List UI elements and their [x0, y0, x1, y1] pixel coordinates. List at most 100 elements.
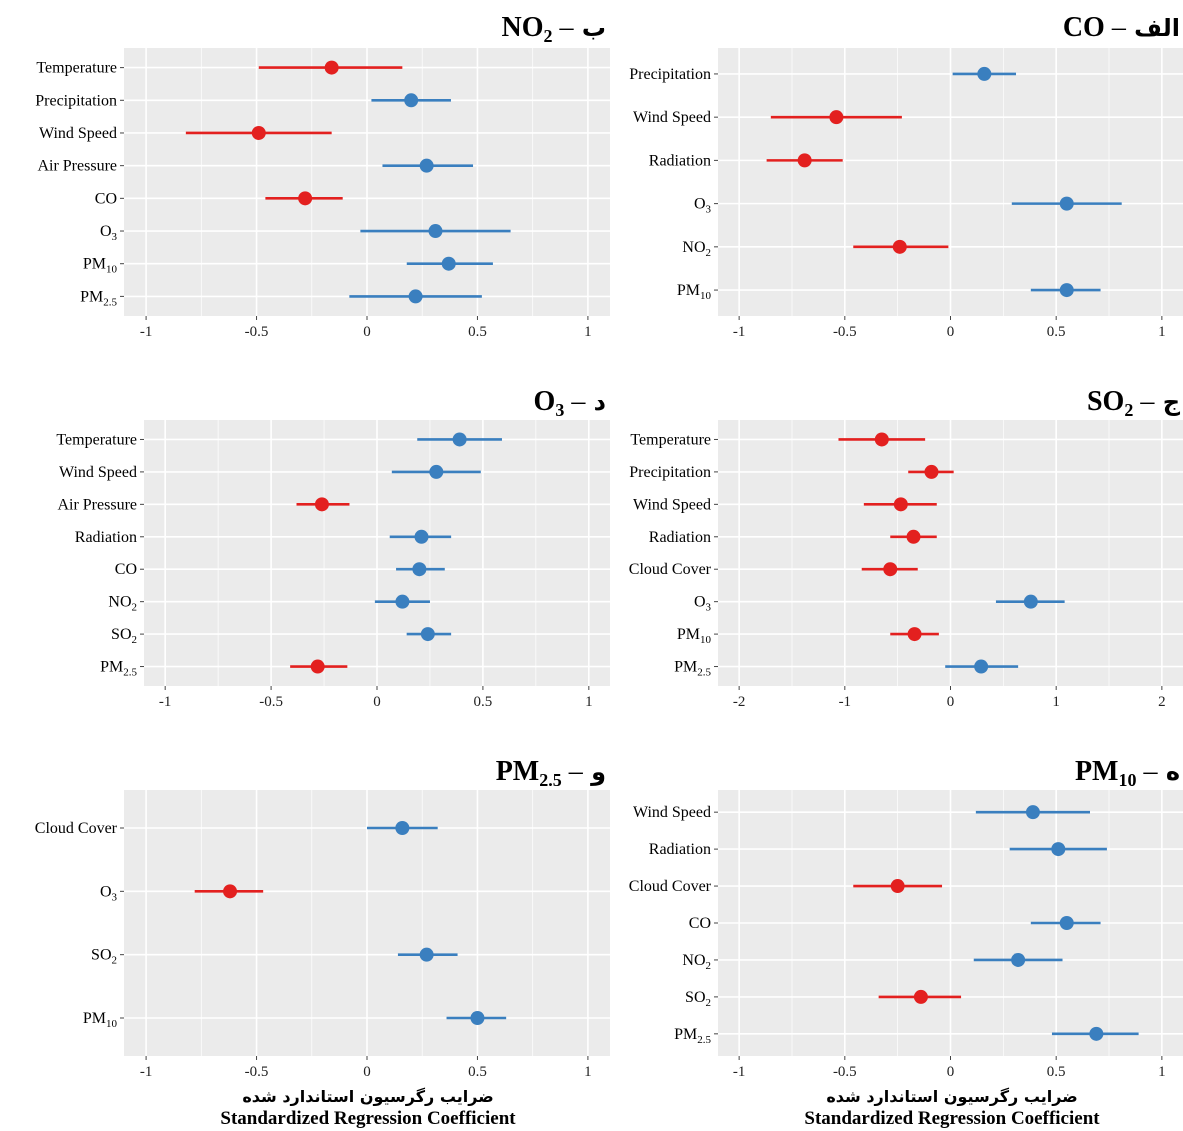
- x-tick-label: -1: [159, 694, 172, 710]
- panel-dal: -1 -0.5 0 0.5 1 Temperature Wind Speed Air Pres…: [56, 386, 610, 710]
- coefficient-point: [1059, 196, 1074, 211]
- coefficient-point: [913, 989, 928, 1004]
- x-tick-label: -0.5: [833, 1064, 857, 1080]
- y-tick-label: Wind Speed: [633, 109, 711, 126]
- coefficient-point: [874, 432, 889, 447]
- coefficient-point: [890, 879, 905, 894]
- x-tick-label: -1: [140, 1064, 153, 1080]
- panel-title: CO – الف: [1063, 12, 1180, 43]
- coefficient-point: [883, 562, 898, 577]
- y-tick-label: Wind Speed: [633, 496, 711, 513]
- x-tick-label: -1: [733, 1064, 746, 1080]
- coefficient-point: [906, 529, 921, 544]
- x-tick-label: 0: [363, 324, 371, 340]
- y-tick-label: Wind Speed: [39, 125, 117, 142]
- coefficient-point: [414, 529, 429, 544]
- coefficient-point: [419, 158, 434, 173]
- coefficient-point: [298, 191, 313, 206]
- x-tick-label: 0: [947, 694, 955, 710]
- coefficient-point: [395, 821, 410, 835]
- panel-title: O3 – د: [534, 386, 606, 420]
- coefficient-point: [452, 432, 467, 447]
- y-tick-label: SO2: [91, 947, 117, 967]
- y-tick-label: Air Pressure: [57, 496, 137, 513]
- coefficient-point: [324, 60, 339, 75]
- x-tick-label: 1: [584, 1064, 592, 1080]
- y-tick-label: Air Pressure: [37, 158, 117, 175]
- x-tick-label: -0.5: [833, 324, 857, 340]
- y-tick-label: PM10: [677, 626, 712, 646]
- y-tick-label: O3: [694, 594, 712, 614]
- coefficient-point: [907, 627, 922, 642]
- x-tick-label: 0: [373, 694, 381, 710]
- x-axis-label-persian-right: ضرایب رگرسیون استاندارد شده: [826, 1087, 1077, 1106]
- panel-he: -1 -0.5 0 0.5 1 Wind Speed Radiation Cloud Cove…: [629, 756, 1183, 1080]
- y-tick-label: Temperature: [36, 60, 117, 77]
- y-tick-label: PM2.5: [80, 288, 117, 308]
- y-tick-label: SO2: [685, 989, 711, 1009]
- y-tick-label: Temperature: [56, 431, 137, 448]
- coefficient-point: [404, 93, 419, 108]
- x-axis-label-english-left: Standardized Regression Coefficient: [220, 1108, 516, 1129]
- x-tick-label: -1: [733, 324, 746, 340]
- x-tick-label: 1: [1158, 1064, 1166, 1080]
- coefficient-point: [429, 464, 444, 479]
- coefficient-point: [1059, 283, 1074, 298]
- x-tick-label: 0.5: [1047, 1064, 1066, 1080]
- y-tick-label: NO2: [682, 952, 711, 972]
- y-tick-label: PM10: [677, 282, 712, 302]
- y-tick-label: PM10: [83, 1010, 118, 1030]
- y-tick-label: CO: [115, 561, 137, 578]
- y-tick-label: O3: [100, 883, 118, 903]
- y-tick-label: Cloud Cover: [629, 561, 712, 578]
- y-tick-label: CO: [689, 915, 711, 932]
- coefficient-point: [1051, 842, 1066, 857]
- coefficient-point: [420, 627, 435, 642]
- coefficient-point: [1011, 952, 1026, 967]
- coefficient-point: [310, 659, 325, 674]
- x-tick-label: -0.5: [259, 694, 283, 710]
- x-axis-label-persian-left: ضرایب رگرسیون استاندارد شده: [242, 1087, 493, 1106]
- coefficient-point: [892, 239, 907, 254]
- coefficient-point: [314, 497, 329, 512]
- x-axis-label-english-right: Standardized Regression Coefficient: [804, 1108, 1100, 1129]
- x-tick-label: -1: [839, 694, 852, 710]
- y-tick-label: Wind Speed: [633, 804, 711, 821]
- x-tick-label: 1: [584, 324, 592, 340]
- coefficient-point: [1023, 594, 1038, 609]
- y-tick-label: O3: [694, 196, 712, 216]
- coefficient-point: [251, 125, 266, 140]
- x-tick-label: 0.5: [468, 324, 487, 340]
- x-tick-label: 2: [1158, 694, 1166, 710]
- coefficient-point: [977, 66, 992, 81]
- x-tick-label: -0.5: [245, 1064, 269, 1080]
- panel-vav: -1 -0.5 0 0.5 1 Cloud Cover O3 SO2 PM10 PM2.5 – و: [35, 756, 610, 1080]
- y-tick-label: Radiation: [649, 152, 711, 169]
- coefficient-point: [412, 562, 427, 577]
- x-tick-label: 1: [1158, 324, 1166, 340]
- x-tick-label: -0.5: [245, 324, 269, 340]
- y-tick-label: Precipitation: [629, 66, 711, 83]
- x-tick-label: 0: [947, 1064, 955, 1080]
- coefficient-point: [1025, 805, 1040, 820]
- x-tick-label: 0.5: [474, 694, 493, 710]
- coefficient-point: [470, 1011, 485, 1025]
- x-tick-label: 0: [363, 1064, 371, 1080]
- coefficient-point: [1059, 916, 1074, 930]
- y-tick-label: Cloud Cover: [35, 820, 118, 837]
- y-tick-label: Precipitation: [629, 464, 711, 481]
- y-tick-label: PM10: [83, 256, 118, 276]
- x-tick-label: 0.5: [1047, 324, 1066, 340]
- coefficient-point: [893, 497, 908, 512]
- y-tick-label: O3: [100, 223, 118, 243]
- x-tick-label: 1: [585, 694, 593, 710]
- x-tick-label: 0: [947, 324, 955, 340]
- x-tick-label: 0.5: [468, 1064, 487, 1080]
- panel-title: PM10 – ه: [1075, 756, 1180, 790]
- coefficient-point: [974, 659, 989, 674]
- panel-title: PM2.5 – و: [496, 756, 606, 790]
- y-tick-label: Radiation: [649, 841, 711, 858]
- coefficient-point: [428, 224, 443, 239]
- y-tick-label: PM2.5: [674, 1026, 711, 1046]
